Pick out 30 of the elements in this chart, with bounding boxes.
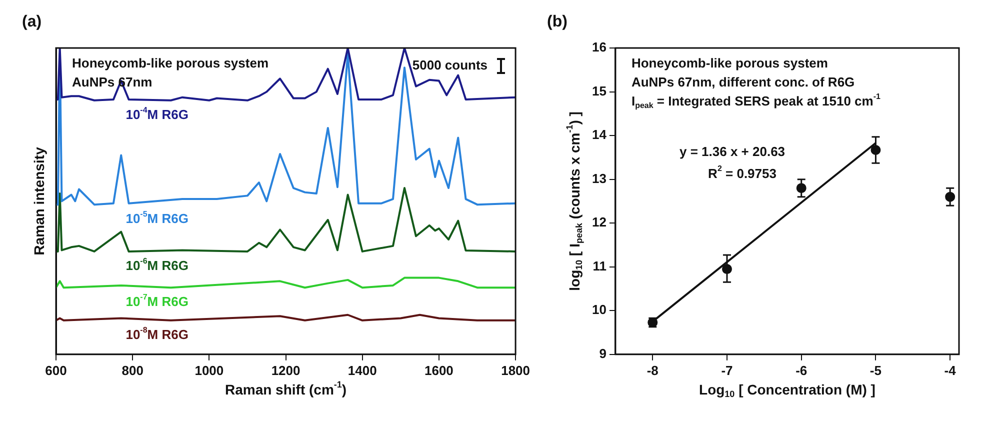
x-tick-label: -7 [721, 362, 733, 378]
y-tick-label: 14 [592, 127, 608, 142]
annotation: AuNPs 67nm [72, 74, 152, 90]
annotation: Honeycomb-like porous system [631, 56, 828, 71]
x-tick-label: -8 [646, 362, 658, 378]
annotation: 5000 counts [412, 58, 488, 73]
y-tick-label: 15 [592, 83, 606, 98]
x-tick-label: -4 [944, 362, 957, 378]
y-axis-title: Raman intensity [30, 146, 47, 256]
x-tick-label: 1200 [271, 362, 300, 378]
x-tick-label: -5 [870, 362, 882, 378]
y-tick-label: 10 [592, 302, 606, 318]
x-tick-label: 1000 [194, 362, 224, 378]
chart-title: (a) [22, 13, 42, 30]
annotation: AuNPs 67nm, different conc. of R6G [631, 74, 855, 90]
y-tick-label: 12 [592, 214, 606, 230]
chart-title: (b) [547, 13, 568, 30]
y-axis-title: log10 [ Ipeak (counts x cm-1) ] [564, 112, 584, 291]
y-tick-label: 11 [592, 258, 606, 274]
x-tick-label: -6 [796, 362, 808, 378]
x-tick-label: 1600 [424, 362, 454, 378]
y-tick-label: 9 [599, 346, 606, 361]
x-tick-label: 1800 [501, 362, 530, 378]
y-tick-label: 16 [592, 40, 606, 55]
x-tick-label: 600 [45, 362, 67, 378]
y-tick-label: 13 [592, 170, 606, 186]
x-tick-label: 800 [122, 362, 144, 378]
x-tick-label: 1400 [348, 362, 377, 378]
annotation: Honeycomb-like porous system [72, 56, 268, 71]
annotation: y = 1.36 x + 20.63 [679, 144, 786, 159]
